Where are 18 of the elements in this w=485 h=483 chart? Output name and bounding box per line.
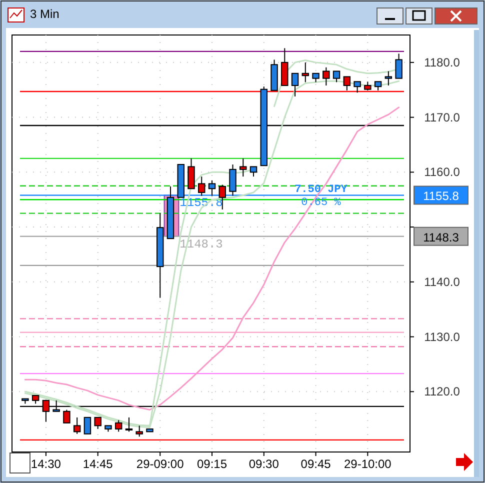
text: 1148.3	[423, 230, 459, 244]
x-tick-label: 29-09:00	[136, 457, 184, 471]
chart-title: 3 Min	[30, 7, 60, 21]
annotation: 0.65 %	[301, 197, 342, 210]
x-tick-label: 14:45	[82, 457, 114, 471]
y-tick-label: 1140.0	[424, 274, 460, 289]
x-tick-label: 29-10:00	[344, 457, 392, 471]
x-tick-label: 09:15	[196, 457, 228, 471]
y-tick-label: 1160.0	[424, 165, 460, 180]
x-tick-label: 09:45	[300, 457, 332, 471]
y-tick-label: 1130.0	[424, 330, 460, 344]
text: 1155.8	[423, 189, 459, 204]
y-tick-label: 1180.0	[424, 55, 460, 70]
y-tick-label: 1120.0	[424, 384, 460, 399]
y-tick-label: 1170.0	[424, 110, 460, 124]
x-tick-label: 09:30	[248, 457, 280, 471]
x-tick-label: 14:30	[30, 457, 62, 471]
annotation: 7.50 JPY	[294, 184, 348, 196]
